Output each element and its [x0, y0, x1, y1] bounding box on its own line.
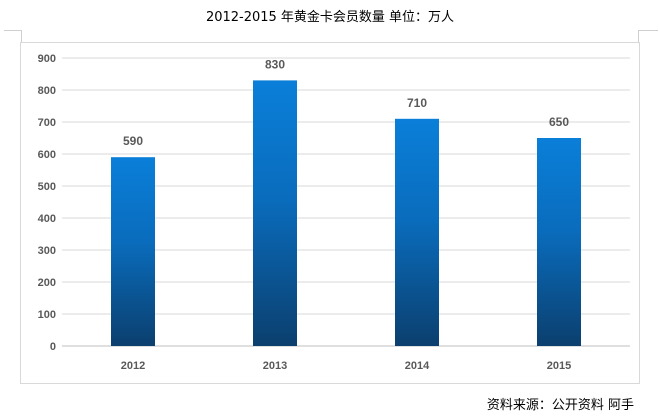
- corner-mark-right: [638, 30, 658, 31]
- x-tick-label: 2012: [121, 360, 145, 372]
- x-tick-label: 2015: [547, 360, 571, 372]
- bar: [537, 138, 581, 346]
- corner-mark-left: [4, 30, 22, 31]
- data-label: 650: [549, 115, 569, 129]
- y-tick-label: 800: [38, 85, 56, 97]
- corner-mark-right-v: [638, 30, 639, 42]
- y-tick-label: 100: [38, 309, 56, 321]
- bar: [111, 157, 155, 346]
- y-tick-label: 300: [38, 245, 56, 257]
- data-label: 830: [265, 57, 285, 71]
- bar: [253, 80, 297, 347]
- y-tick-label: 200: [38, 277, 56, 289]
- source-note: 资料来源：公开资料 阿手: [486, 398, 634, 413]
- data-label: 590: [123, 134, 143, 148]
- x-tick-label: 2014: [405, 360, 430, 372]
- y-tick-label: 400: [38, 213, 56, 225]
- bar: [395, 118, 439, 346]
- data-label: 710: [407, 96, 427, 110]
- y-tick-label: 900: [38, 53, 56, 65]
- y-tick-label: 500: [38, 181, 56, 193]
- corner-mark-left-v: [21, 30, 22, 42]
- chart-title: 2012-2015 年黄金卡会员数量 单位：万人: [205, 10, 455, 25]
- y-tick-label: 700: [38, 117, 56, 129]
- y-tick-label: 0: [50, 341, 56, 353]
- x-tick-label: 2013: [263, 360, 287, 372]
- y-tick-label: 600: [38, 149, 56, 161]
